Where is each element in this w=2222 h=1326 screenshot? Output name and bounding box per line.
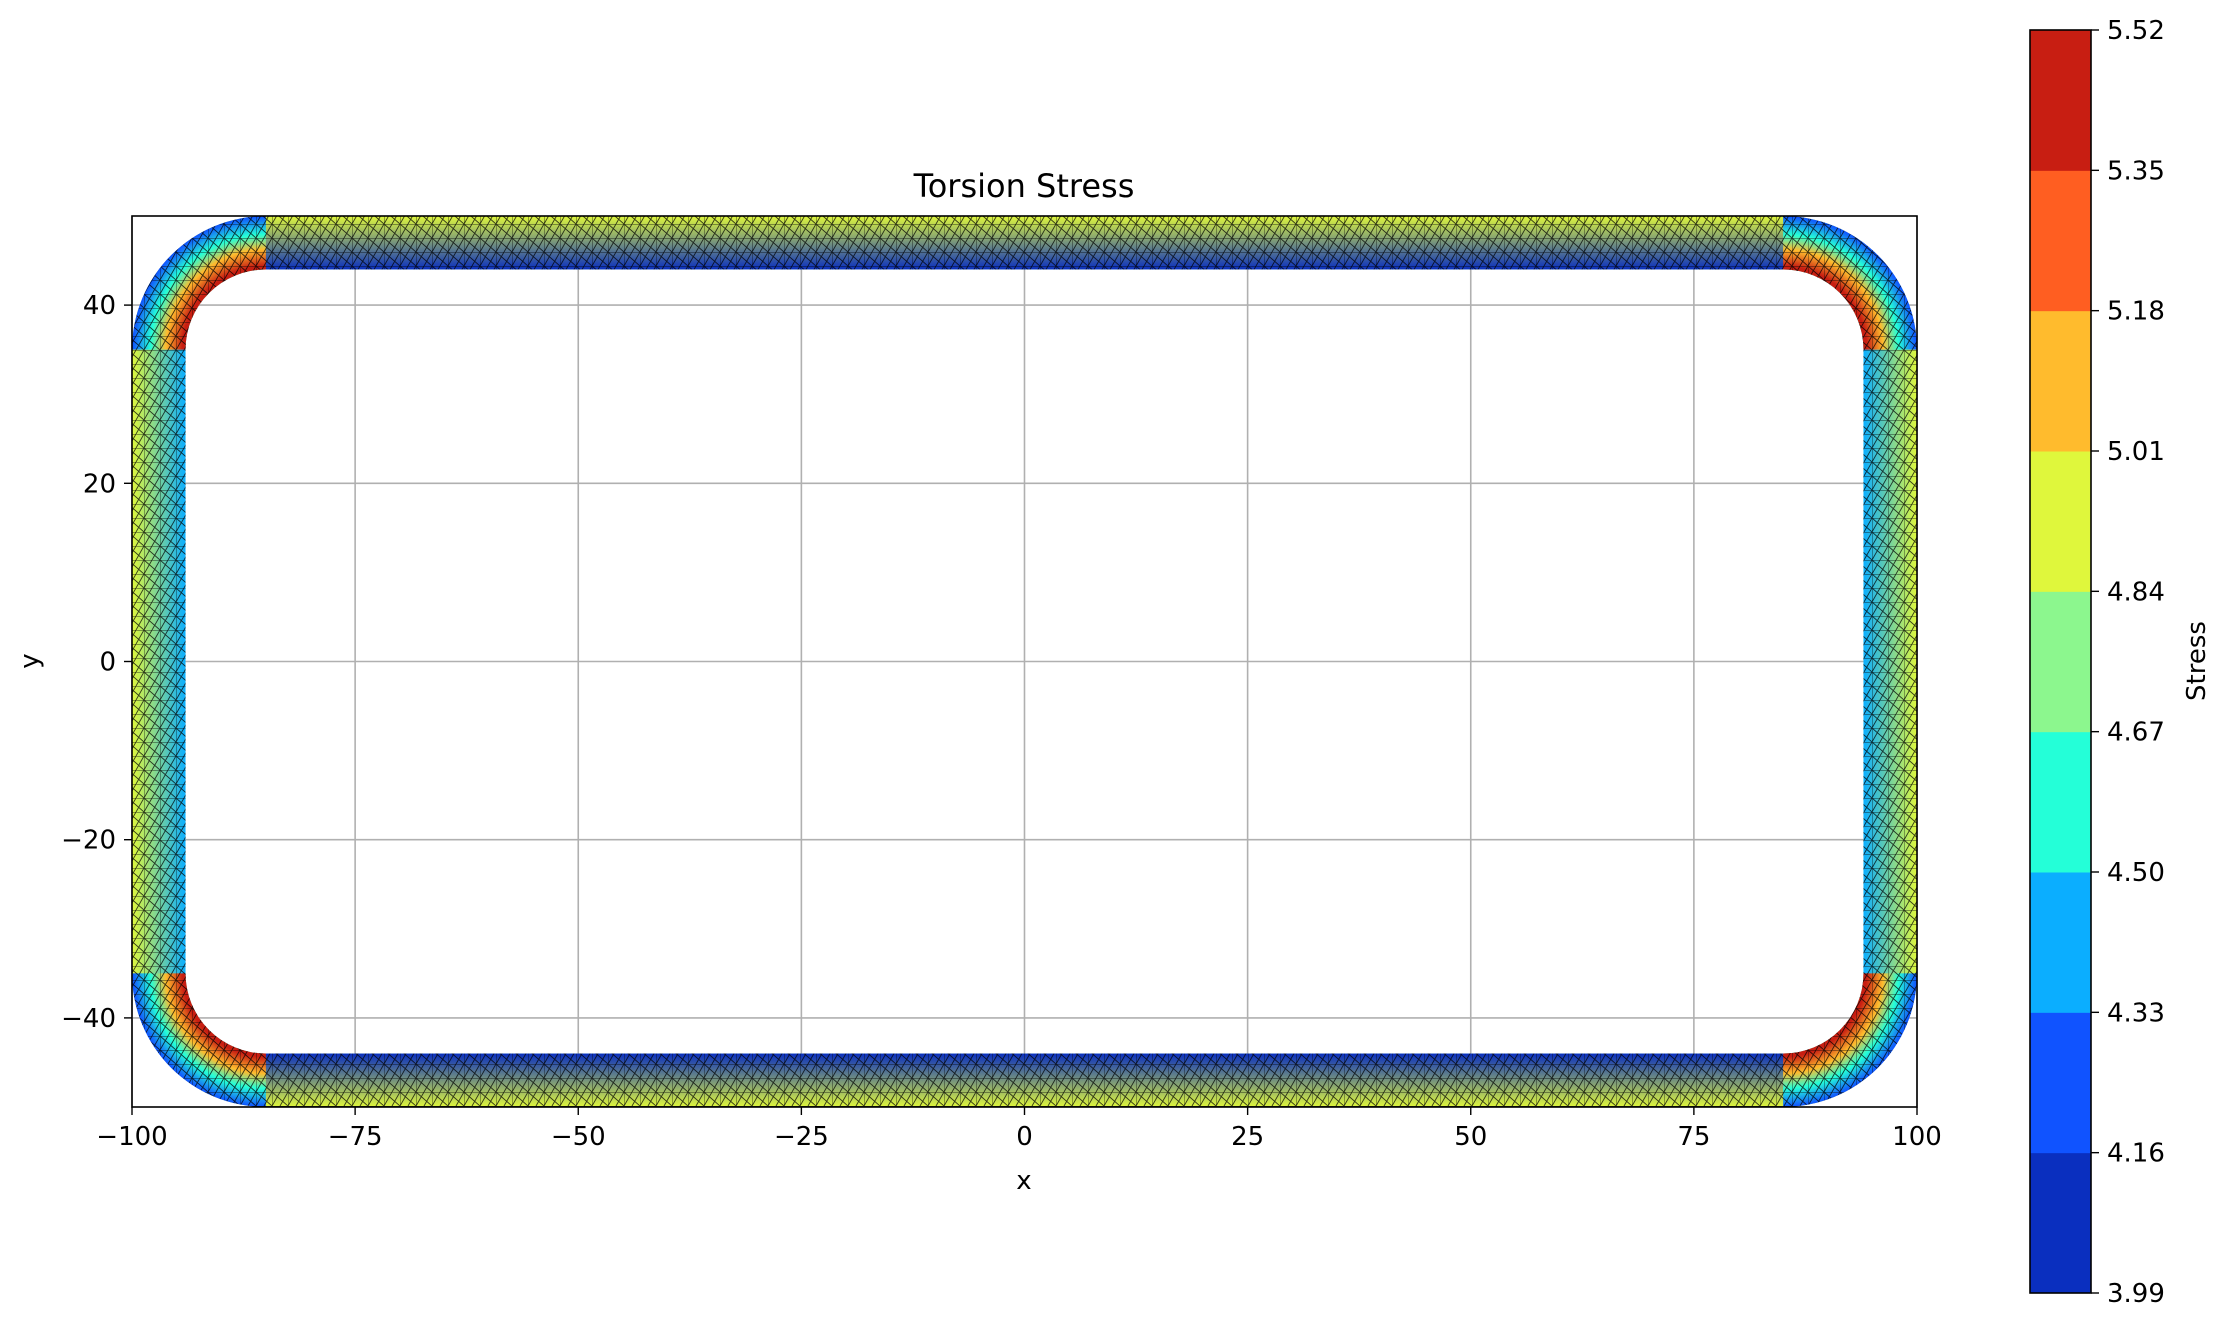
plot-area: −100 −75 −50 −25 0 25 50 75 100 −40 −20 0 20 40 Tors… (15, 167, 1942, 1196)
colorbar-band (2030, 731, 2091, 873)
y-tick-label: 0 (99, 648, 116, 678)
colorbar-band (2030, 451, 2091, 592)
colorbar-band (2030, 170, 2091, 312)
x-tick-label: 75 (1677, 1122, 1710, 1152)
x-axis-ticks: −100 −75 −50 −25 0 25 50 75 100 (96, 1107, 1942, 1152)
colorbar-tick-label: 5.35 (2107, 156, 2165, 186)
colorbar-tick-label: 5.18 (2107, 297, 2165, 327)
colorbar-band (2030, 1152, 2091, 1294)
colorbar-tick-label: 5.01 (2107, 437, 2165, 467)
colorbar-band (2030, 872, 2091, 1013)
colorbar-band (2030, 310, 2091, 452)
x-tick-label: −50 (551, 1122, 606, 1152)
colorbar-frame (2029, 29, 2092, 1294)
colorbar-band (2030, 1012, 2091, 1154)
colorbar-ticks: 3.99 4.16 4.33 4.50 4.67 4.84 5.01 5.18 5.35 5.52 (2091, 16, 2165, 1309)
colorbar-tick-label: 4.67 (2107, 718, 2165, 748)
y-tick-label: 20 (83, 469, 116, 499)
x-tick-label: 0 (1016, 1122, 1033, 1152)
x-tick-label: −100 (96, 1122, 167, 1152)
y-axis-ticks: −40 −20 0 20 40 (61, 291, 132, 1034)
x-tick-label: −25 (774, 1122, 829, 1152)
y-tick-label: −40 (61, 1004, 116, 1034)
x-tick-label: 100 (1892, 1122, 1942, 1152)
colorbar-label: Stress (2182, 621, 2212, 701)
colorbar: 3.99 4.16 4.33 4.50 4.67 4.84 5.01 5.18 5.35 5.52… (2029, 16, 2212, 1309)
y-axis-label: y (15, 653, 45, 668)
colorbar-tick-label: 3.99 (2107, 1279, 2165, 1309)
x-tick-label: 25 (1231, 1122, 1264, 1152)
colorbar-band (2030, 30, 2091, 171)
colorbar-tick-label: 4.50 (2107, 858, 2165, 888)
x-tick-label: 50 (1454, 1122, 1487, 1152)
colorbar-tick-label: 5.52 (2107, 16, 2165, 46)
colorbar-band (2030, 591, 2091, 733)
colorbar-tick-label: 4.84 (2107, 577, 2165, 607)
y-tick-label: 40 (83, 291, 116, 321)
x-tick-label: −75 (328, 1122, 383, 1152)
colorbar-tick-label: 4.33 (2107, 998, 2165, 1028)
x-axis-label: x (1016, 1166, 1031, 1196)
y-tick-label: −20 (61, 826, 116, 856)
colorbar-tick-label: 4.16 (2107, 1139, 2165, 1169)
chart-title: Torsion Stress (913, 167, 1135, 205)
colorbar-bands (2030, 30, 2091, 1294)
